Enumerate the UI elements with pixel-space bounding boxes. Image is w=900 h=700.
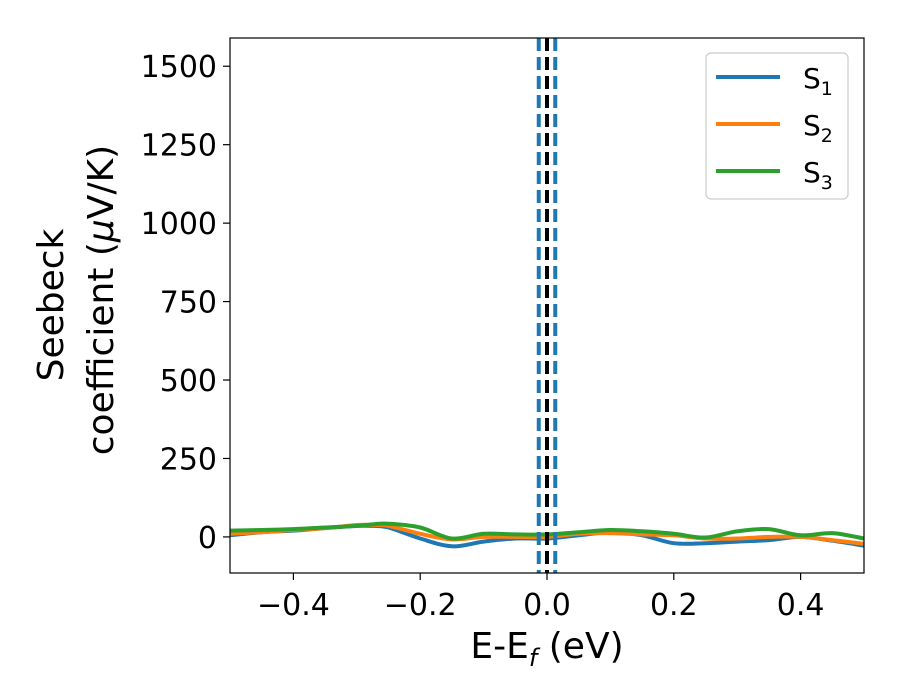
y-axis-label-unit: V/K) [81,145,122,219]
legend-entry-s3: S3 [803,156,833,194]
legend: S1 S2 S3 [705,52,849,200]
y-tick-label: 1500 [141,50,217,85]
x-tick-label: −0.4 [257,588,330,623]
legend-entry-s2: S2 [803,109,833,147]
y-axis-label-line2: coefficient (μV/K) [81,145,122,455]
y-tick-label: 1250 [141,129,217,164]
y-tick-label: 1000 [141,207,217,242]
x-tick-label: 0.2 [650,588,698,623]
x-axis-label: E-Ef (eV) [470,626,623,672]
y-tick-label: 750 [160,286,217,321]
x-tick-label: 0.0 [523,588,571,623]
x-tick-label: −0.2 [384,588,457,623]
y-tick-label: 0 [198,521,217,556]
y-tick-label: 250 [160,442,217,477]
plot-area [230,38,864,573]
x-axis-label-unit: (eV) [537,626,623,667]
y-tick-label: 500 [160,364,217,399]
legend-entry-s1: S1 [803,62,833,100]
y-axis-label-mu: μ [81,219,122,243]
y-axis-label-line1: Seebeck [31,228,72,381]
axis-ticks: −0.4 −0.2 0.0 0.2 0.4 0 250 500 750 1000 1250 1500 [141,50,825,623]
series-line-s3 [230,521,864,541]
x-tick-label: 0.4 [777,588,825,623]
